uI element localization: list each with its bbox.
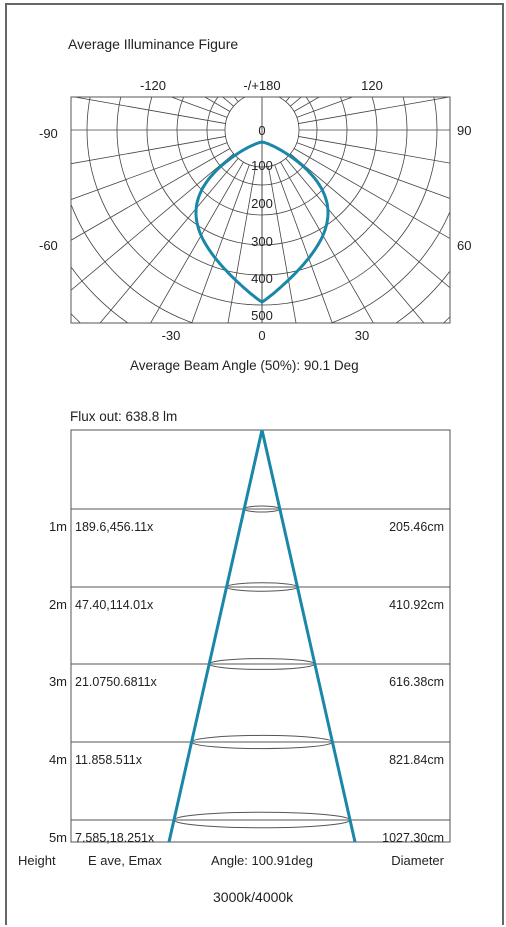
- angle-label-0: 0: [258, 328, 265, 343]
- row-height: 2m: [49, 597, 67, 612]
- polar-grid-spoke: [222, 97, 234, 107]
- radial-label: 100: [251, 158, 273, 173]
- row-illuminance: 21.0750.6811x: [75, 675, 158, 689]
- polar-grid-spoke: [227, 166, 256, 323]
- polar-grid-spoke: [285, 158, 425, 323]
- radial-label: 0: [258, 123, 265, 138]
- row-diameter: 821.84cm: [389, 753, 444, 767]
- polar-grid-spoke: [280, 161, 374, 323]
- diagram-frame: [5, 3, 504, 925]
- polar-grid-spoke: [150, 161, 244, 323]
- angle-label-30: 30: [355, 328, 369, 343]
- angle-label-60: 60: [457, 238, 471, 253]
- polar-grid-spoke: [293, 148, 450, 240]
- polar-grid-spoke: [72, 97, 226, 124]
- row-height: 5m: [49, 830, 67, 845]
- row-height: 4m: [49, 752, 67, 767]
- polar-grid-spoke: [71, 148, 231, 241]
- angle-label-minus-30: -30: [162, 328, 181, 343]
- polar-grid-spoke: [71, 153, 234, 291]
- angle-label-minus-120: -120: [140, 78, 166, 93]
- polar-grid-spoke: [233, 97, 239, 102]
- diameter-column-label: Diameter: [391, 853, 444, 868]
- radial-label: 400: [251, 271, 273, 286]
- radial-label: 300: [251, 234, 273, 249]
- flux-output: Flux out: 638.8 lm: [70, 409, 178, 424]
- polar-grid-spoke: [293, 97, 320, 112]
- cone-diagram: [70, 429, 451, 843]
- radial-label: 200: [251, 196, 273, 211]
- polar-grid-spoke: [71, 142, 228, 200]
- beam-angle-label: Angle: 100.91deg: [211, 853, 313, 868]
- polar-grid-spoke: [296, 97, 354, 118]
- polar-grid: [71, 97, 450, 323]
- polar-grid-spoke: [191, 164, 250, 323]
- polar-grid-spoke: [290, 153, 450, 289]
- cone-chart-border: [70, 429, 451, 843]
- polar-grid-spoke: [274, 164, 333, 323]
- row-illuminance: 189.6,456.11x: [75, 520, 154, 534]
- radial-label: 500: [251, 308, 273, 323]
- beam-cone-lines: [167, 429, 357, 843]
- polar-grid-spoke: [99, 158, 239, 323]
- row-diameter: 616.38cm: [389, 675, 444, 689]
- polar-chart-border: [70, 96, 451, 324]
- angle-label-minus-60: -60: [39, 238, 58, 253]
- polar-grid-spoke: [298, 97, 450, 124]
- polar-grid-spoke: [71, 136, 226, 165]
- polar-grid-spoke: [170, 97, 228, 118]
- row-illuminance: 7.585,18.251x: [75, 831, 155, 845]
- polar-grid-spoke: [290, 97, 302, 107]
- cone-rows: 1m 189.6,456.11x 205.46cm 2m 47.40,114.01x 41…: [49, 508, 450, 845]
- illuminance-column-label: E ave, Emax: [88, 853, 162, 868]
- beam-cross-sections: [173, 505, 351, 829]
- row-illuminance: 47.40,114.01x: [75, 598, 154, 612]
- row-height: 1m: [49, 519, 67, 534]
- row-diameter: 1027.30cm: [382, 831, 444, 845]
- polar-radial-labels: 0 100 200 300 400 500: [251, 123, 273, 323]
- height-column-label: Height: [18, 853, 56, 868]
- polar-grid-spoke: [285, 97, 291, 102]
- angle-label-minus-90: -90: [39, 126, 58, 141]
- illuminance-distribution-curve: [194, 140, 330, 304]
- average-beam-angle: Average Beam Angle (50%): 90.1 Deg: [130, 358, 359, 373]
- row-illuminance: 11.858.511x: [75, 753, 143, 767]
- row-diameter: 205.46cm: [389, 520, 444, 534]
- polar-grid-spoke: [296, 142, 450, 199]
- polar-grid-spoke: [268, 166, 297, 323]
- row-height: 3m: [49, 674, 67, 689]
- angle-label-120: 120: [361, 78, 383, 93]
- polar-grid-spoke: [298, 136, 450, 164]
- angle-label-180: -/+180: [243, 78, 280, 93]
- polar-chart-title: Average Illuminance Figure: [68, 36, 239, 52]
- angle-label-90: 90: [457, 123, 471, 138]
- color-temperature: 3000k/4000k: [213, 889, 294, 905]
- row-diameter: 410.92cm: [389, 598, 444, 612]
- polar-grid-spoke: [204, 97, 231, 112]
